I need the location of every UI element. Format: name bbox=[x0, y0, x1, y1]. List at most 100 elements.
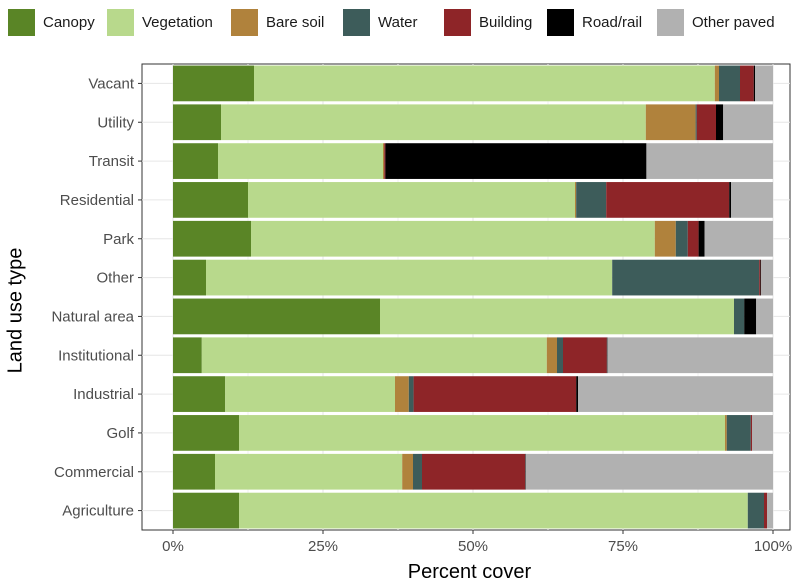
y-tick-label: Natural area bbox=[51, 308, 134, 325]
x-tick-label: 0% bbox=[162, 538, 184, 555]
bar-segment bbox=[173, 259, 206, 296]
bar-segment bbox=[734, 298, 745, 335]
bar-segment bbox=[744, 298, 757, 335]
bar-segment bbox=[408, 376, 414, 412]
bar-segment bbox=[173, 492, 239, 529]
legend-item: Building bbox=[444, 8, 532, 36]
bar-segment bbox=[645, 104, 696, 141]
y-tick-label: Residential bbox=[60, 192, 134, 209]
legend-label: Bare soil bbox=[266, 13, 325, 31]
bar-segment bbox=[248, 182, 575, 218]
bar-segment bbox=[687, 220, 699, 257]
bar-segment bbox=[698, 220, 705, 257]
bar-segment bbox=[714, 65, 719, 102]
bar-segment bbox=[173, 337, 202, 374]
bar-segment bbox=[173, 415, 239, 451]
plot-panel bbox=[141, 63, 791, 531]
bar-segment bbox=[239, 492, 748, 529]
y-tick-label: Commercial bbox=[54, 464, 134, 481]
bar-segment bbox=[719, 65, 740, 102]
y-tick-label: Agriculture bbox=[62, 503, 134, 520]
legend-label: Water bbox=[378, 13, 418, 31]
bar-segment bbox=[173, 182, 248, 218]
x-tick-label: 100% bbox=[754, 538, 792, 555]
bar-segment bbox=[607, 337, 773, 374]
bar-segment bbox=[654, 220, 676, 257]
legend-item: Bare soil bbox=[231, 8, 325, 36]
bar-segment bbox=[239, 415, 725, 451]
legend-item: Canopy bbox=[8, 8, 95, 36]
bar-segment bbox=[761, 259, 773, 296]
bar-segment bbox=[563, 337, 607, 374]
legend-item: Other paved bbox=[657, 8, 775, 36]
bar-segment bbox=[525, 453, 526, 490]
y-tick-label: Vacant bbox=[88, 75, 134, 92]
y-tick-label: Transit bbox=[89, 153, 135, 170]
legend-item: Vegetation bbox=[107, 8, 213, 36]
bar-segment bbox=[215, 453, 403, 490]
bar-segment bbox=[606, 182, 730, 218]
legend-swatch bbox=[107, 8, 134, 36]
x-axis-title: Percent cover bbox=[407, 561, 532, 583]
bar-segment bbox=[206, 259, 613, 296]
legend-label: Other paved bbox=[692, 13, 775, 31]
bar-segment bbox=[696, 104, 716, 141]
x-tick-label: 25% bbox=[308, 538, 338, 555]
bar-segment bbox=[173, 104, 221, 141]
bar-segment bbox=[612, 259, 760, 296]
x-axis: 0% 25% 50% 75% 100% bbox=[162, 530, 792, 555]
bar-segment bbox=[218, 143, 383, 179]
bar-segment bbox=[575, 182, 577, 218]
y-tick-label: Park bbox=[103, 231, 134, 248]
bar-segment bbox=[385, 143, 647, 179]
bar-segment bbox=[402, 453, 413, 490]
bar-segment bbox=[695, 104, 697, 141]
bar-segment bbox=[731, 182, 773, 218]
bar-segment bbox=[716, 104, 724, 141]
legend-item: Water bbox=[343, 8, 418, 36]
y-tick-label: Golf bbox=[106, 425, 134, 442]
bar-segment bbox=[254, 65, 715, 102]
bar-segment bbox=[752, 415, 773, 451]
legend-label: Canopy bbox=[43, 13, 95, 31]
bar-segment bbox=[760, 259, 761, 296]
bar-segment bbox=[380, 298, 734, 335]
bar-segment bbox=[546, 337, 557, 374]
y-tick-label: Utility bbox=[97, 114, 134, 131]
bar-segment bbox=[173, 65, 254, 102]
bars bbox=[173, 65, 773, 529]
bar-segment bbox=[525, 453, 773, 490]
y-axis: Vacant Utility Transit Residential Park Other… bbox=[51, 75, 142, 520]
bar-segment bbox=[725, 415, 727, 451]
bar-segment bbox=[173, 220, 251, 257]
bar-segment bbox=[759, 259, 761, 296]
bar-segment bbox=[173, 298, 380, 335]
bar-segment bbox=[704, 220, 773, 257]
y-tick-label: Other bbox=[96, 270, 134, 287]
legend-swatch bbox=[657, 8, 684, 36]
bar-segment bbox=[723, 104, 773, 141]
bar-segment bbox=[173, 143, 218, 179]
bar-segment bbox=[747, 492, 764, 529]
bar-segment bbox=[606, 337, 608, 374]
legend-item: Road/rail bbox=[547, 8, 642, 36]
legend: Canopy Vegetation Bare soil Water Building Ro… bbox=[0, 0, 799, 46]
bar-segment bbox=[764, 492, 767, 529]
bar-segment bbox=[755, 65, 773, 102]
legend-swatch bbox=[547, 8, 574, 36]
legend-swatch bbox=[231, 8, 258, 36]
bar-segment bbox=[201, 337, 547, 374]
bar-segment bbox=[395, 376, 409, 412]
bar-segment bbox=[173, 453, 215, 490]
legend-swatch bbox=[343, 8, 370, 36]
y-tick-label: Institutional bbox=[58, 347, 134, 364]
x-tick-label: 75% bbox=[608, 538, 638, 555]
y-axis-title: Land use type bbox=[4, 247, 27, 374]
bar-segment bbox=[221, 104, 646, 141]
y-tick-label: Industrial bbox=[73, 386, 134, 403]
bar-segment bbox=[753, 65, 755, 102]
bar-segment bbox=[675, 220, 688, 257]
legend-swatch bbox=[444, 8, 471, 36]
bar-segment bbox=[740, 65, 754, 102]
